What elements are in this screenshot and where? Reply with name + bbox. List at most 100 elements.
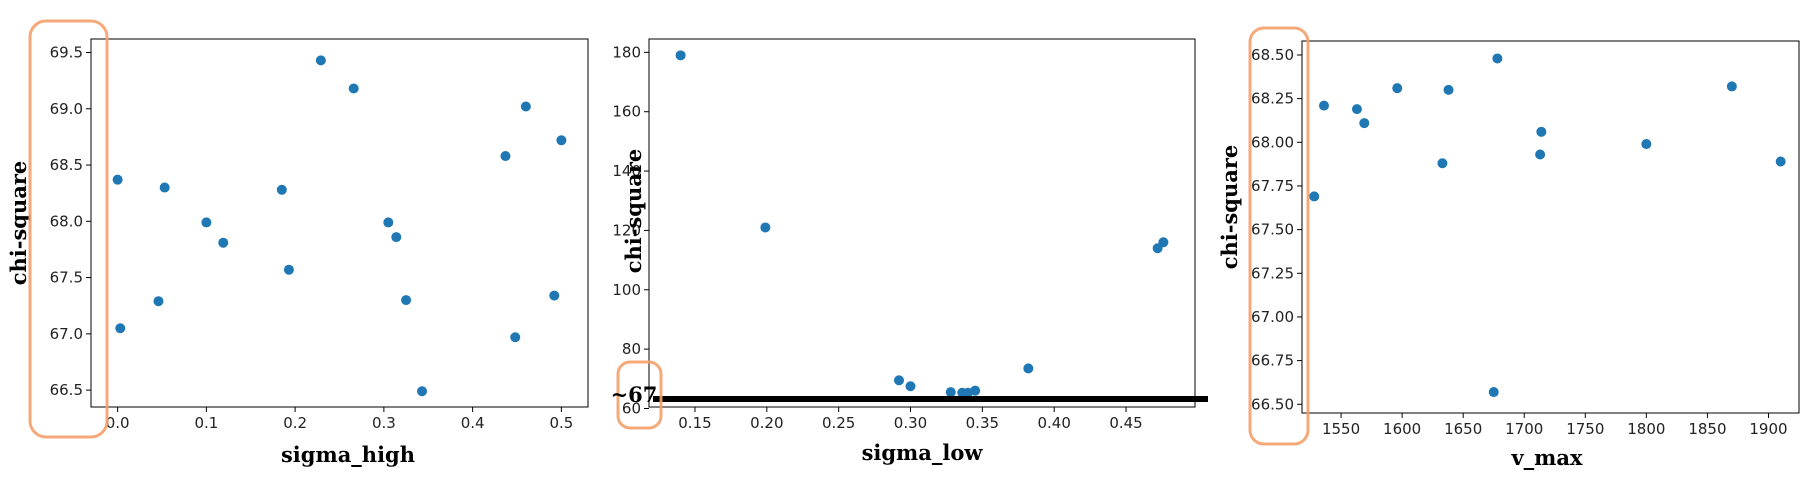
x-tick-label: 0.45 [1109,414,1142,432]
y-tick-label: 120 [612,221,641,239]
data-point [1775,156,1786,167]
scatter-panel-sigma-low: 0.15 0.20 0.25 0.30 0.35 0.40 0.45 60 80 100 120 14… [611,38,1208,465]
y-tick-label: 68.0 [50,212,83,230]
data-point [115,323,126,334]
x-tick-label: 0.35 [966,414,999,432]
axis-ticks: 1550 1600 1650 1700 1750 1800 1850 1900 66.50 66.… [1251,46,1788,438]
data-point [218,237,229,248]
data-point [510,332,521,343]
data-points [675,50,1169,398]
y-tick-label: 67.75 [1251,177,1294,195]
data-point [401,295,412,306]
data-point [1351,104,1362,115]
data-point [283,264,294,275]
data-point [417,386,428,397]
y-tick-label: 68.50 [1251,46,1294,64]
data-point [276,184,287,195]
x-tick-label: 1650 [1444,420,1482,438]
x-tick-label: 0.3 [372,414,396,432]
data-point [1536,126,1547,137]
y-tick-label: 68.5 [50,156,83,174]
data-point [1488,387,1499,398]
x-tick-label: 0.2 [283,414,307,432]
y-tick-label: 160 [612,103,641,121]
x-tick-label: 0.20 [750,414,783,432]
x-tick-label: 1750 [1566,420,1604,438]
data-point [1535,149,1546,160]
highlight-box [1248,26,1310,446]
data-point [894,375,905,386]
data-point [201,217,212,228]
y-tick-label: 66.50 [1251,395,1294,413]
x-tick-label: 1900 [1749,420,1787,438]
y-tick-label: 67.00 [1251,308,1294,326]
y-tick-label: 80 [622,340,641,358]
data-point [760,222,771,233]
x-tick-label: 0.4 [461,414,485,432]
x-tick-label: 1600 [1383,420,1421,438]
y-tick-label: 67.25 [1251,264,1294,282]
x-axis-label: v_max [1510,445,1583,470]
x-tick-label: 0.15 [678,414,711,432]
reference-line-label: ~67 [611,382,658,407]
x-axis-label: sigma_high [281,442,415,467]
axis-ticks: 0.0 0.1 0.2 0.3 0.4 0.5 66.5 67.0 67.5 68.0 68.5 69… [50,44,574,432]
plot-frame [90,38,589,408]
highlight-box [28,19,109,439]
data-point [1318,100,1329,111]
y-axis-label: chi-square [1217,145,1242,270]
x-tick-label: 1700 [1505,420,1543,438]
data-point [391,232,402,243]
x-axis-label: sigma_low [862,440,984,465]
data-point [348,83,359,94]
y-tick-label: 68.25 [1251,90,1294,108]
data-points [1309,53,1786,398]
data-point [315,55,326,66]
x-tick-label: 1800 [1627,420,1665,438]
data-point [383,217,394,228]
x-tick-label: 0.25 [822,414,855,432]
data-point [1309,191,1320,202]
data-point [970,385,981,396]
data-point [556,135,567,146]
axis-ticks: 0.15 0.20 0.25 0.30 0.35 0.40 0.45 60 80 100 120 14… [612,43,1142,432]
y-tick-label: 140 [612,162,641,180]
y-axis-label: chi-square [621,149,646,274]
y-tick-label: 100 [612,281,641,299]
y-tick-label: 66.75 [1251,352,1294,370]
plot-frame [1301,40,1800,414]
data-point [945,387,956,398]
y-tick-label: 66.5 [50,381,83,399]
data-point [153,296,164,307]
data-point [159,182,170,193]
x-tick-label: 0.0 [106,414,130,432]
y-axis-label: chi-square [6,161,31,286]
y-tick-label: 69.0 [50,100,83,118]
data-point [675,50,686,61]
data-point [1158,237,1169,248]
y-tick-label: 69.5 [50,44,83,62]
x-tick-label: 1550 [1322,420,1360,438]
x-tick-label: 0.5 [549,414,573,432]
data-point [1359,118,1370,129]
data-point [1641,139,1652,150]
y-tick-label: 180 [612,43,641,61]
highlight-box [616,360,663,430]
y-tick-label: 67.0 [50,325,83,343]
data-points [112,55,567,397]
y-tick-label: 67.5 [50,269,83,287]
y-tick-label: 67.50 [1251,221,1294,239]
data-point [549,290,560,301]
x-tick-label: 0.40 [1037,414,1070,432]
x-tick-label: 0.1 [194,414,218,432]
data-point [1443,84,1454,95]
plot-frame [648,38,1196,408]
data-point [1492,53,1503,64]
y-tick-label: 68.00 [1251,133,1294,151]
data-point [1392,83,1403,94]
data-point [520,101,531,112]
data-point [112,174,123,185]
x-tick-label: 0.30 [894,414,927,432]
scatter-panel-v-max: 1550 1600 1650 1700 1750 1800 1850 1900 66.50 66.… [1217,26,1800,470]
